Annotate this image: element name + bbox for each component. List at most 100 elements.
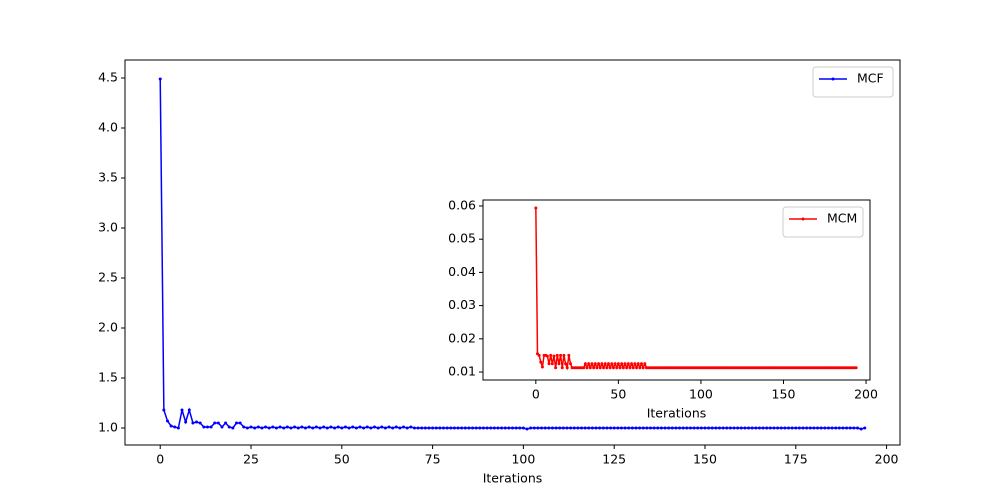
x-tick-label: 200 [875, 452, 899, 467]
data-point [467, 426, 471, 430]
data-point [625, 366, 629, 370]
data-point [601, 426, 605, 430]
data-point [264, 425, 268, 429]
data-point [260, 426, 264, 430]
data-point [474, 426, 478, 430]
data-point [587, 362, 591, 366]
y-tick-label: 4.0 [98, 120, 118, 135]
data-point [536, 426, 540, 430]
data-point [303, 426, 307, 430]
data-point [631, 366, 635, 370]
data-point [561, 426, 565, 430]
data-point [747, 426, 751, 430]
data-point [514, 426, 518, 430]
data-point [529, 426, 533, 430]
data-point [532, 426, 536, 430]
data-point [253, 426, 257, 430]
data-point [801, 426, 805, 430]
data-point [557, 362, 561, 366]
data-point [213, 421, 217, 425]
data-point [572, 426, 576, 430]
data-point [333, 426, 337, 430]
data-point [805, 426, 809, 430]
data-point [256, 425, 260, 429]
x-tick-label: 75 [425, 452, 441, 467]
data-point [649, 426, 653, 430]
data-point [369, 426, 373, 430]
data-point [597, 362, 601, 366]
data-point [485, 426, 489, 430]
y-tick-label: 1.5 [98, 370, 118, 385]
data-point [609, 426, 613, 430]
data-point [552, 354, 556, 358]
data-point [652, 426, 656, 430]
data-point [630, 362, 634, 366]
data-point [728, 426, 732, 430]
data-point [518, 426, 522, 430]
data-point [202, 425, 206, 429]
data-point [641, 366, 645, 370]
data-point [562, 353, 566, 357]
data-point [627, 426, 631, 430]
data-point [761, 426, 765, 430]
data-point [550, 426, 554, 430]
data-point [834, 426, 838, 430]
data-point [274, 426, 278, 430]
data-point [565, 426, 569, 430]
data-point [768, 426, 772, 430]
data-point [808, 426, 812, 430]
data-point [412, 426, 416, 430]
data-point [588, 366, 592, 370]
data-point [567, 353, 571, 357]
data-point [611, 366, 615, 370]
data-point [593, 362, 597, 366]
data-point [336, 425, 340, 429]
legend-marker [831, 77, 835, 81]
y-tick-label: 0.02 [448, 330, 476, 345]
data-point [681, 426, 685, 430]
legend-marker [801, 217, 805, 221]
data-point [329, 425, 333, 429]
data-point [307, 425, 311, 429]
data-point [489, 426, 493, 430]
data-point [590, 362, 594, 366]
data-point [362, 426, 366, 430]
y-tick-label: 0.01 [448, 364, 476, 379]
data-point [674, 426, 678, 430]
data-point [616, 426, 620, 430]
y-tick-label: 2.5 [98, 270, 118, 285]
data-point [696, 426, 700, 430]
data-point [598, 426, 602, 430]
data-point [343, 425, 347, 429]
data-point [757, 426, 761, 430]
data-point [582, 366, 586, 370]
data-point [560, 366, 564, 370]
data-point [169, 424, 173, 428]
data-point [318, 426, 322, 430]
data-point [405, 426, 409, 430]
data-point [191, 421, 195, 425]
data-point [376, 426, 380, 430]
data-point [598, 366, 602, 370]
data-point [725, 426, 729, 430]
data-point [285, 425, 289, 429]
x-tick-label: 175 [784, 452, 808, 467]
data-point [267, 426, 271, 430]
data-point [750, 426, 754, 430]
data-point [619, 426, 623, 430]
data-point [180, 408, 184, 412]
data-point [322, 425, 326, 429]
data-point [314, 425, 318, 429]
data-point [559, 353, 563, 357]
data-point [554, 426, 558, 430]
data-point [496, 426, 500, 430]
data-point [845, 426, 849, 430]
data-point [641, 426, 645, 430]
data-point [776, 426, 780, 430]
data-point [667, 426, 671, 430]
axes-frame [124, 59, 901, 446]
data-point [659, 426, 663, 430]
data-point [187, 408, 191, 412]
data-point [699, 426, 703, 430]
data-point [176, 426, 180, 430]
